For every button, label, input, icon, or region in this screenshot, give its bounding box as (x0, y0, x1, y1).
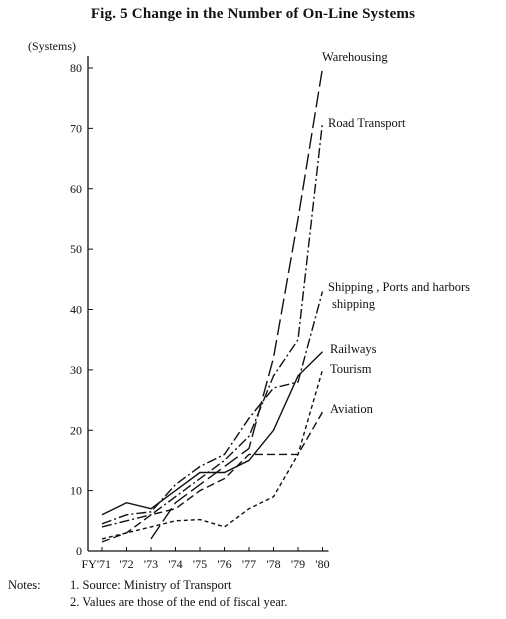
x-tick-label: '77 (242, 557, 256, 571)
y-tick-label: 80 (70, 61, 82, 75)
chart-lines (101, 67, 324, 543)
y-tick-label: 10 (70, 484, 82, 498)
series-label-line: Railways (330, 342, 377, 356)
series-label-line: Road Transport (328, 116, 406, 130)
series-label-line: Tourism (330, 362, 372, 376)
series-label-line: shipping (332, 297, 376, 311)
x-tick-label: '75 (193, 557, 207, 571)
x-tick-label: '80 (315, 557, 329, 571)
notes-heading: Notes: (8, 578, 41, 592)
x-tick-label: '78 (266, 557, 280, 571)
series-line-railways (101, 351, 323, 516)
note-item-1: 1. Source: Ministry of Transport (70, 578, 232, 592)
y-tick-label: 50 (70, 242, 82, 256)
y-tick-label: 20 (70, 423, 82, 437)
series-label-shipping-ports-and-harbors-shipping: Shipping , Ports and harbors shipping (328, 280, 470, 311)
series-label-line: Warehousing (322, 50, 388, 64)
chart-title: Fig. 5 Change in the Number of On-Line S… (90, 6, 416, 22)
series-label-railways: Railways (330, 342, 377, 356)
series-label-road-transport: Road Transport (328, 116, 406, 130)
series-line-aviation (101, 411, 324, 543)
y-tick-label: 60 (70, 182, 82, 196)
y-tick-label: 70 (70, 121, 82, 135)
y-tick-label: 30 (70, 363, 82, 377)
x-tick-label: '79 (291, 557, 305, 571)
x-tick-label: '72 (119, 557, 133, 571)
series-label-line: Shipping , Ports and harbors (328, 280, 470, 294)
series-line-road-transport (101, 122, 324, 528)
series-line-tourism (101, 369, 324, 540)
series-label-aviation: Aviation (330, 402, 374, 416)
y-tick-label: 40 (70, 303, 82, 317)
x-tick-label: '73 (144, 557, 158, 571)
x-tick-label: '76 (217, 557, 231, 571)
y-tick-label: 0 (76, 544, 82, 558)
x-tick-label: '74 (168, 557, 182, 571)
series-label-line: Aviation (330, 402, 374, 416)
series-label-warehousing: Warehousing (322, 50, 388, 64)
series-line-shipping-ports-and-harbors-shipping (101, 291, 324, 525)
chart-series-labels: Warehousing Road Transport Shipping , Port… (322, 50, 470, 416)
y-axis-title: (Systems) (28, 39, 76, 53)
note-item-2: 2. Values are those of the end of fiscal… (70, 595, 288, 609)
x-tick-label: FY'71 (81, 557, 111, 571)
series-line-warehousing (150, 67, 324, 540)
chart-axes: 0 10 20 30 40 50 60 70 80 (Systems) FY'71 '72 '73 '74… (28, 39, 330, 571)
series-label-tourism: Tourism (330, 362, 372, 376)
